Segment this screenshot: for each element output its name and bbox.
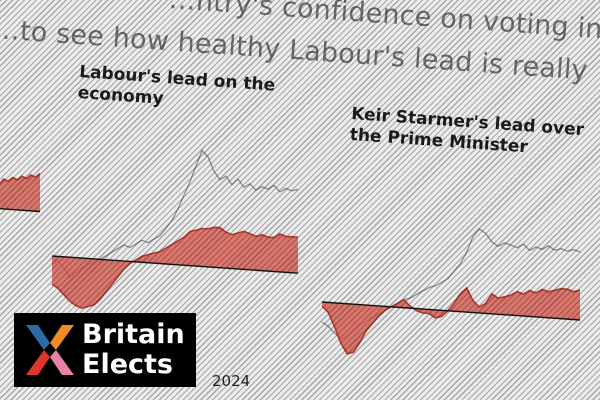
lead-line — [0, 172, 41, 185]
chart-2 — [51, 149, 299, 309]
britain-elects-x-mark — [26, 325, 74, 375]
logo-word-elects: Elects — [82, 349, 173, 380]
zero-baseline — [51, 255, 299, 274]
lead-line — [51, 226, 299, 309]
lead-area — [322, 288, 580, 354]
zero-baseline — [0, 207, 41, 213]
chart-1 — [0, 172, 41, 213]
chart-3 — [321, 228, 581, 355]
x-axis-year-label: 2024 — [212, 372, 251, 390]
logo-chevron-orange — [50, 325, 74, 350]
lead-area — [0, 173, 40, 212]
logo-chevron-pink — [50, 350, 74, 375]
logo-chevron-red — [26, 350, 50, 375]
lead-area — [52, 227, 298, 309]
logo-chevron-blue — [26, 325, 50, 350]
lead-line — [321, 286, 581, 355]
logo-word-britain: Britain — [82, 319, 185, 350]
britain-elects-logo: Britain Elects — [14, 313, 196, 387]
zero-baseline — [321, 301, 581, 321]
